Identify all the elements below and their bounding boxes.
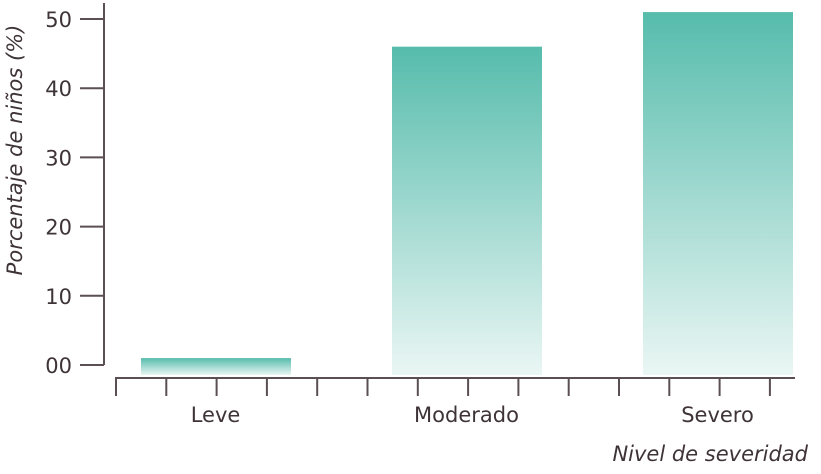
bar-severo: [643, 12, 793, 376]
bar-leve: [141, 358, 291, 375]
x-tick-label: Moderado: [414, 403, 519, 427]
y-tick-label: 20: [45, 216, 72, 240]
y-tick-label: 50: [45, 8, 72, 32]
x-tick-label: Severo: [681, 403, 754, 427]
x-tick-label: Leve: [191, 403, 241, 427]
x-axis: Leve Moderado Severo: [115, 377, 795, 427]
y-tick-label: 40: [45, 77, 72, 101]
y-tick-label: 00: [45, 354, 72, 378]
y-axis-label: Porcentaje de niños (%): [3, 25, 27, 276]
bar-moderado: [392, 46, 542, 376]
y-tick-label: 30: [45, 146, 72, 170]
bars: [141, 12, 793, 376]
y-tick-label: 10: [45, 285, 72, 309]
x-axis-label: Nivel de severidad: [612, 442, 808, 466]
y-axis: 00 10 20 30 40 50: [45, 3, 105, 378]
